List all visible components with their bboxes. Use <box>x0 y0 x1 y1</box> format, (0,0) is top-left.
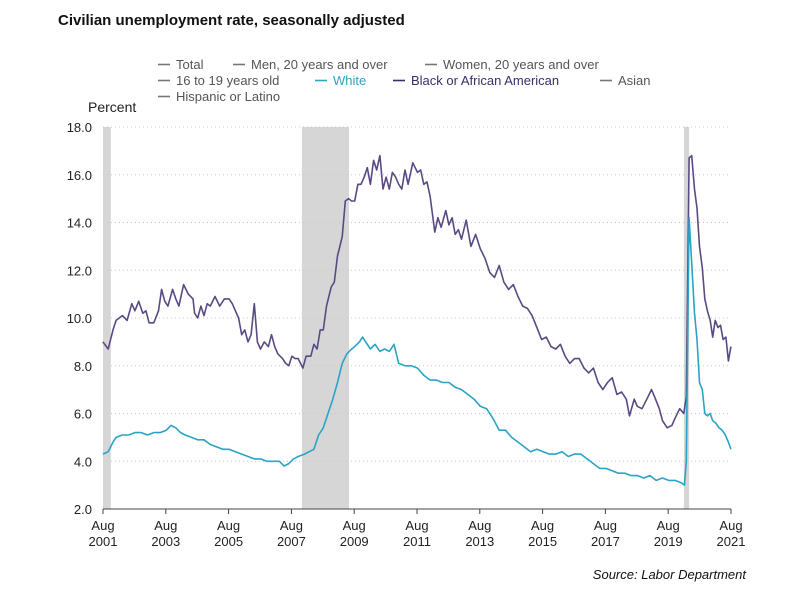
x-tick-year: 2009 <box>340 534 369 549</box>
legend-label-men-20-years-and-over: Men, 20 years and over <box>251 57 388 72</box>
x-tick-month: Aug <box>468 518 491 533</box>
y-tick-label: 4.0 <box>74 454 92 469</box>
x-tick-year: 2005 <box>214 534 243 549</box>
x-tick-month: Aug <box>719 518 742 533</box>
y-tick-label: 10.0 <box>67 311 92 326</box>
recession-shading <box>103 127 690 509</box>
source-note: Source: Labor Department <box>592 567 746 582</box>
x-tick-month: Aug <box>657 518 680 533</box>
y-tick-label: 12.0 <box>67 263 92 278</box>
x-tick-month: Aug <box>405 518 428 533</box>
chart-title: Civilian unemployment rate, seasonally a… <box>58 12 405 29</box>
legend-label-white: White <box>333 73 366 88</box>
legend-label-16-to-19-years-old: 16 to 19 years old <box>176 73 279 88</box>
x-tick-year: 2011 <box>403 534 431 549</box>
x-tick-month: Aug <box>91 518 114 533</box>
legend-label-women-20-years-and-over: Women, 20 years and over <box>443 57 600 72</box>
x-tick-month: Aug <box>343 518 366 533</box>
y-tick-label: 6.0 <box>74 407 92 422</box>
legend-label-total: Total <box>176 57 204 72</box>
x-tick-year: 2015 <box>528 534 557 549</box>
x-tick-year: 2021 <box>717 534 746 549</box>
x-tick-month: Aug <box>280 518 303 533</box>
x-tick-year: 2007 <box>277 534 306 549</box>
series-lines <box>102 154 732 486</box>
y-tick-label: 2.0 <box>74 502 92 517</box>
y-axis-label: Percent <box>88 99 136 115</box>
legend-label-asian: Asian <box>618 73 651 88</box>
x-tick-month: Aug <box>531 518 554 533</box>
recession-band-1 <box>103 127 111 509</box>
x-tick-month: Aug <box>217 518 240 533</box>
axes: 2.04.06.08.010.012.014.016.018.0Aug2001A… <box>67 120 746 549</box>
x-tick-month: Aug <box>594 518 617 533</box>
series-line-white <box>102 216 732 486</box>
x-tick-year: 2003 <box>151 534 180 549</box>
y-tick-label: 14.0 <box>67 216 92 231</box>
series-line-black-or-african-american <box>102 154 732 429</box>
legend-label-black-or-african-american: Black or African American <box>411 73 559 88</box>
y-tick-label: 18.0 <box>67 120 92 135</box>
x-tick-year: 2001 <box>89 534 118 549</box>
legend-label-hispanic-or-latino: Hispanic or Latino <box>176 89 280 104</box>
x-tick-month: Aug <box>154 518 177 533</box>
y-tick-label: 16.0 <box>67 168 92 183</box>
x-tick-year: 2019 <box>654 534 683 549</box>
x-tick-year: 2017 <box>591 534 620 549</box>
y-tick-label: 8.0 <box>74 359 92 374</box>
legend: Total Men, 20 years and over Women, 20 yea… <box>158 57 651 104</box>
x-tick-year: 2013 <box>465 534 494 549</box>
